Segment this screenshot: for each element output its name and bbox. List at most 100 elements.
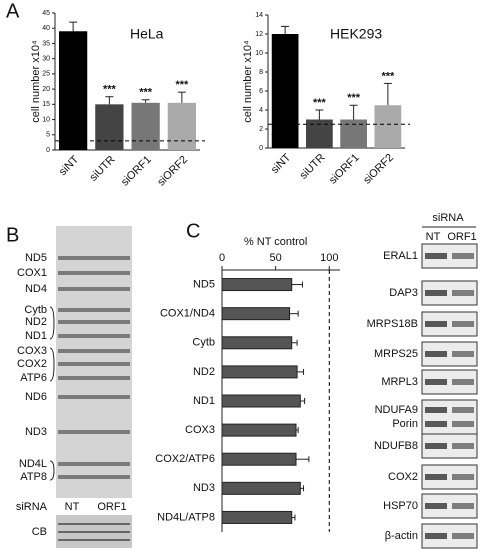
band-label: ND4 (25, 283, 47, 295)
y-tick-label: 12 (255, 31, 263, 38)
bar (374, 105, 402, 148)
blot-band (452, 351, 474, 357)
bar (221, 510, 293, 524)
y-tick-label: ND4L/ATP8 (157, 511, 215, 523)
x-axis-label: % NT control (244, 236, 307, 248)
band-label: ND2 (25, 316, 47, 328)
gel-band (58, 308, 130, 312)
blot-band (452, 421, 474, 427)
protein-label: Porin (392, 418, 418, 430)
lane-label: ORF1 (447, 231, 476, 243)
band-label: COX3 (17, 345, 47, 357)
y-tick-label: 45 (42, 10, 50, 17)
bar (131, 102, 160, 150)
significance: *** (381, 70, 395, 82)
y-axis-label: cell number x10⁴ (242, 40, 254, 123)
band-label: ND4L (19, 458, 47, 470)
y-tick-label: ND2 (193, 366, 215, 378)
blot-band (425, 407, 447, 413)
blot-band (452, 443, 474, 449)
sirna-header: siRNA (432, 212, 464, 224)
y-tick-label: 0 (259, 145, 263, 152)
blot-frame (421, 399, 478, 435)
y-tick-label: ND3 (193, 482, 215, 494)
x-tick-label: 0 (219, 252, 225, 264)
blot-band (425, 290, 447, 296)
band-label: Cytb (24, 304, 47, 316)
gel-band (58, 376, 130, 380)
blot-band (425, 421, 447, 427)
band-label: COX2 (17, 358, 47, 370)
significance: *** (175, 79, 189, 91)
y-tick-label: 6 (259, 88, 263, 95)
y-tick-label: 20 (42, 86, 50, 93)
x-tick-label: siORF2 (155, 154, 190, 189)
bar (221, 365, 298, 379)
panel-label: B (6, 224, 19, 246)
y-tick-label: 35 (42, 40, 50, 47)
blot-band (452, 253, 474, 259)
y-tick-label: COX2/ATP6 (155, 453, 215, 465)
lane-label: NT (65, 501, 80, 513)
blot-band (425, 474, 447, 480)
band-label: ND6 (25, 391, 47, 403)
sirna-label: siRNA (16, 501, 48, 513)
bar (221, 394, 301, 408)
bar (271, 34, 299, 148)
band-label: ND5 (25, 252, 47, 264)
blot-band (425, 253, 447, 259)
gel-band (58, 320, 130, 324)
gel-band (58, 287, 130, 291)
y-tick-label: 15 (42, 101, 50, 108)
gel-band (58, 256, 130, 260)
blot-band (452, 474, 474, 480)
gel-band (58, 349, 130, 353)
brace (49, 460, 55, 481)
band-label: ATP6 (20, 372, 47, 384)
blot-band (425, 321, 447, 327)
y-tick-label: ND1 (193, 395, 215, 407)
blot-band (425, 443, 447, 449)
brace (49, 347, 55, 382)
x-tick-label: siUTR (87, 154, 117, 184)
panel-label: A (6, 0, 20, 22)
significance: *** (103, 84, 117, 96)
x-tick-label: siORF2 (361, 152, 396, 187)
protein-label: HSP70 (383, 500, 418, 512)
significance: *** (313, 97, 327, 109)
y-tick-label: Cytb (192, 337, 215, 349)
bar (221, 278, 293, 292)
band-label: ATP8 (20, 471, 47, 483)
blot-band (452, 407, 474, 413)
bar (221, 307, 291, 321)
y-tick-label: 0 (46, 147, 50, 154)
x-tick-label: 100 (320, 252, 338, 264)
bar (221, 423, 297, 437)
significance: *** (347, 92, 361, 104)
band-label: ND1 (25, 330, 47, 342)
bar (95, 104, 124, 150)
band-label: COX1 (17, 267, 47, 279)
protein-label: MRPL3 (381, 376, 418, 388)
gel-band (58, 475, 130, 479)
blot-band (452, 533, 474, 539)
protein-label: ERAL1 (383, 250, 418, 262)
gel-band (58, 531, 130, 533)
y-axis-label: cell number x10⁴ (30, 40, 42, 123)
x-tick-label: siNT (57, 153, 82, 178)
gel-band (58, 430, 130, 434)
x-tick-label: siORF1 (327, 152, 362, 187)
significance: *** (139, 87, 153, 99)
protein-label: NDUFB8 (374, 440, 418, 452)
bar (221, 452, 297, 466)
chart-title: HEK293 (330, 26, 382, 42)
gel-band (58, 523, 130, 525)
y-tick-label: 8 (259, 69, 263, 76)
y-tick-label: 40 (42, 25, 50, 32)
blot-band (425, 533, 447, 539)
y-tick-label: 14 (255, 12, 263, 19)
x-tick-label: siORF1 (119, 154, 154, 189)
bar (58, 31, 88, 151)
y-tick-label: 10 (255, 50, 263, 57)
